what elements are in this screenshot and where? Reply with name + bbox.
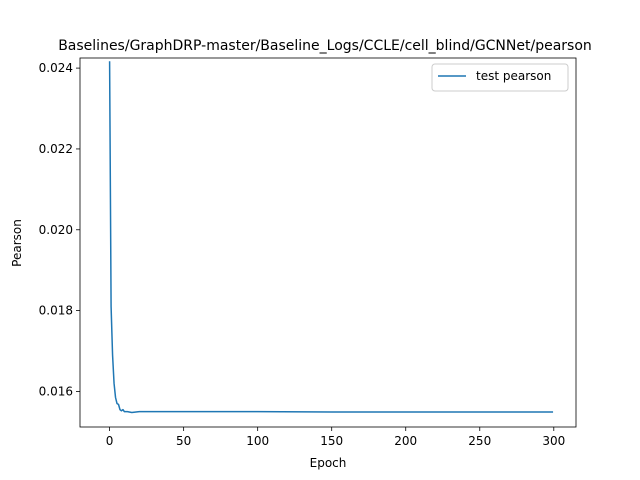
- legend-series-label: test pearson: [476, 69, 551, 83]
- x-axis-ticks: 0 50 100 150 200 250 300: [106, 427, 565, 448]
- y-tick-label: 0.024: [39, 61, 73, 75]
- x-tick-label: 0: [106, 434, 114, 448]
- y-tick-label: 0.020: [39, 223, 73, 237]
- x-tick-label: 100: [246, 434, 269, 448]
- legend-box: [431, 63, 569, 92]
- x-tick-label: 200: [394, 434, 417, 448]
- x-axis-label: Epoch: [310, 456, 347, 470]
- y-tick-label: 0.018: [39, 304, 73, 318]
- x-tick-label: 50: [176, 434, 191, 448]
- x-tick-label: 150: [320, 434, 343, 448]
- chart-title: Baselines/GraphDRP-master/Baseline_Logs/…: [58, 38, 592, 54]
- plot-frame: [79, 57, 577, 428]
- y-tick-label: 0.022: [39, 142, 73, 156]
- y-axis-ticks: 0.016 0.018 0.020 0.022 0.024: [39, 61, 80, 398]
- series-line-test-pearson: [108, 61, 554, 414]
- y-axis-label: Pearson: [10, 219, 24, 267]
- x-tick-label: 300: [542, 434, 565, 448]
- legend: test pearson: [431, 63, 569, 92]
- y-tick-label: 0.016: [39, 384, 73, 398]
- x-tick-label: 250: [468, 434, 491, 448]
- plot-area: [108, 61, 554, 414]
